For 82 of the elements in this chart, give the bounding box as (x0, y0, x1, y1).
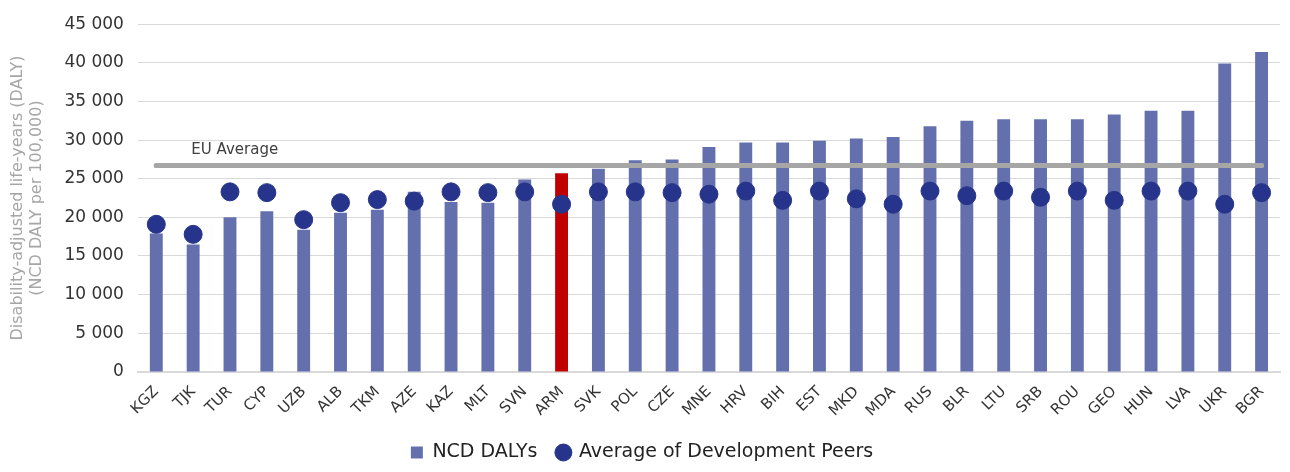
bar (186, 244, 200, 372)
bar (628, 160, 642, 372)
bar (776, 142, 790, 372)
x-tick-label: LTU (977, 382, 1010, 414)
y-tick-label: 25 000 (64, 167, 124, 188)
legend-label: Average of Development Peers (578, 439, 874, 462)
point (331, 193, 351, 213)
bar (702, 147, 716, 372)
bar (739, 142, 753, 372)
bar (297, 229, 311, 372)
point (625, 182, 645, 202)
bar (849, 138, 863, 372)
point (736, 181, 756, 201)
point (1141, 181, 1161, 201)
x-tick-label: UKR (1195, 382, 1231, 417)
bar (149, 233, 163, 372)
legend-label: NCD DALYs (432, 439, 538, 462)
bar (481, 202, 495, 372)
x-tick-label: TUR (200, 382, 236, 418)
point (1104, 190, 1124, 210)
bar (1107, 114, 1121, 372)
bar (260, 211, 274, 372)
ref-line-label: EU Average (191, 139, 279, 158)
bar (1070, 119, 1084, 372)
point (183, 224, 203, 244)
point (1178, 181, 1198, 201)
point (220, 182, 240, 202)
bar (886, 137, 900, 372)
y-tick-label: 20 000 (64, 205, 124, 226)
point (809, 181, 829, 201)
x-tick-label: BIH (757, 382, 789, 414)
bar (813, 140, 826, 372)
bar (1181, 110, 1195, 372)
point (515, 182, 535, 202)
point (588, 182, 608, 202)
point (146, 214, 166, 234)
bar (334, 212, 347, 372)
y-tick-label: 0 (113, 360, 124, 381)
y-tick-label: 30 000 (64, 128, 124, 149)
point (441, 182, 461, 202)
point (1031, 187, 1051, 207)
point (478, 183, 498, 203)
y-tick-label: 10 000 (64, 283, 124, 304)
y-tick-label: 45 000 (64, 12, 124, 33)
point (699, 184, 719, 204)
point (404, 191, 424, 211)
bar (370, 209, 384, 372)
bar (1034, 119, 1047, 372)
bar (555, 173, 569, 372)
point (1252, 183, 1272, 203)
bar (960, 120, 974, 372)
bar (591, 168, 605, 372)
y-tick-label: 15 000 (64, 244, 124, 265)
y-axis-title: Disability-adjusted life-years (DALY) (NCD DALY per 100,000) (6, 55, 45, 341)
point (994, 181, 1014, 201)
bar (518, 179, 532, 372)
point (367, 190, 387, 210)
x-tick-label: BLR (939, 382, 973, 416)
bar (444, 201, 458, 372)
point (773, 190, 793, 210)
point (294, 210, 314, 230)
x-tick-label: CYP (239, 382, 273, 415)
point (1215, 194, 1235, 214)
x-tick-label: LVA (1162, 381, 1194, 414)
x-tick-label: TJK (168, 381, 200, 413)
point (957, 186, 977, 206)
bar (997, 119, 1011, 372)
point (920, 181, 940, 201)
point (846, 189, 866, 209)
bar (1255, 52, 1269, 372)
y-tick-label: 40 000 (64, 51, 124, 72)
point (883, 194, 903, 214)
bar (407, 191, 421, 372)
bar (223, 217, 237, 372)
y-tick-label: 5 000 (75, 321, 124, 342)
y-tick-label: 35 000 (64, 89, 124, 110)
bar (1218, 63, 1232, 372)
point (662, 183, 682, 203)
x-tick-label: POL (607, 381, 642, 416)
point (1067, 181, 1087, 201)
point (552, 194, 572, 214)
point (257, 183, 277, 203)
